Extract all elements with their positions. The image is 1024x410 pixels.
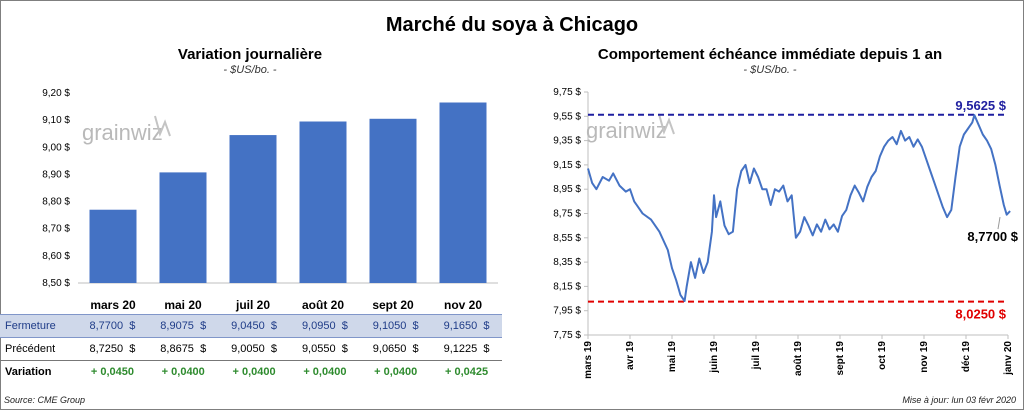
watermark-logo: grainwiz [586,113,675,143]
bar-category-label: nov 20 [444,298,482,312]
line-x-tick-label: mars 19 [583,341,594,379]
page-title: Marché du soya à Chicago [385,14,639,36]
bar-y-tick-label: 8,50 $ [42,278,70,289]
close-value: 8,7700 $ [77,314,148,338]
close-row: Fermeture 8,7700 $ 8,9075 $ 9,0450 $ 9,0… [0,314,502,338]
close-row-label: Fermeture [0,314,77,338]
close-value: 9,1050 $ [360,314,432,338]
previous-value: 9,0550 $ [301,343,348,355]
futures-table: Fermeture 8,7700 $ 8,9075 $ 9,0450 $ 9,0… [0,314,502,383]
bar-y-tick-label: 9,10 $ [42,115,70,126]
price-series-line [587,114,1011,302]
bar [229,135,277,283]
last-value-leader [997,216,1001,230]
previous-value: 9,1225 $ [443,343,490,355]
watermark-logo: grainwiz [82,115,171,145]
watermark-wheat [658,113,675,136]
change-value: + 0,0400 [289,360,361,383]
previous-value: 9,0050 $ [231,343,278,355]
line-x-tick-label: mai 19 [667,341,678,373]
line-x-tick-label: août 19 [793,341,804,376]
line-x-tick-label: nov 19 [919,341,930,373]
watermark-wheat [154,115,171,138]
bar-category-label: mai 20 [164,298,202,312]
bar-chart-unit: - $US/bo. - [223,64,277,76]
bar-chart-title: Variation journalière [177,46,323,63]
close-value: 8,9075 $ [147,314,219,338]
update-note: Mise à jour: lun 03 févr 2020 [902,395,1016,405]
line-y-tick-label: 8,95 $ [553,184,581,195]
line-x-tick-label: juin 19 [709,341,720,374]
bar [369,118,417,284]
line-y-tick-label: 9,35 $ [553,136,581,147]
bar-category-label: août 20 [302,298,344,312]
line-y-tick-label: 8,55 $ [553,233,581,244]
bar-chart: 8,50 $ 8,60 $ 8,70 $ 8,80 $ 8,90 $ 9,00 $ 9,10… [42,88,498,312]
change-value: + 0,0400 [218,360,290,383]
bar-category-label: mars 20 [90,298,136,312]
high-value-label: 9,5625 $ [955,98,1006,113]
previous-value: 8,7250 $ [89,343,136,355]
line-chart-title: Comportement échéance immédiate depuis 1… [597,46,943,63]
line-chart: 7,75 $ 7,95 $ 8,15 $ 8,35 $ 8,55 $ 8,75 $ 8,95… [553,87,1019,379]
previous-value: 8,8675 $ [160,343,207,355]
line-y-tick-label: 7,75 $ [553,330,581,341]
change-row-label: Variation [0,360,77,383]
bar-y-tick-label: 8,90 $ [42,169,70,180]
bar-y-tick-label: 8,70 $ [42,224,70,235]
line-y-tick-label: 8,35 $ [553,257,581,268]
change-value: + 0,0400 [360,360,432,383]
bar [299,121,347,283]
bar-y-tick-label: 8,80 $ [42,197,70,208]
low-value-label: 8,0250 $ [955,307,1006,322]
previous-value: 9,0650 $ [372,343,419,355]
bar-y-tick-label: 9,20 $ [42,88,70,99]
change-value: + 0,0400 [147,360,219,383]
last-value-label: 8,7700 $ [967,229,1018,244]
line-chart-unit: - $US/bo. - [743,64,797,76]
change-value: + 0,0425 [431,360,502,383]
previous-row: Précédent 8,7250 $ 8,8675 $ 9,0050 $ 9,0… [0,338,502,361]
bar [89,209,137,283]
line-y-tick-label: 9,55 $ [553,111,581,122]
line-x-tick-label: sept 19 [835,341,846,376]
line-x-tick-label: oct 19 [877,341,888,370]
line-y-tick-label: 8,75 $ [553,209,581,220]
close-value: 9,1650 $ [431,314,502,338]
source-note: Source: CME Group [4,395,86,405]
watermark-text: grainwiz [586,118,667,143]
bar-y-tick-label: 9,00 $ [42,142,70,153]
line-x-tick-label: juil 19 [751,341,762,371]
line-y-tick-label: 9,75 $ [553,87,581,98]
line-x-tick-label: déc 19 [961,341,972,373]
line-x-tick-label: janv 20 [1003,341,1014,376]
close-value: 9,0950 $ [289,314,361,338]
bar-y-tick-label: 8,60 $ [42,251,70,262]
line-y-tick-label: 7,95 $ [553,306,581,317]
bar [439,102,487,283]
bar-category-label: juil 20 [235,298,270,312]
change-value: + 0,0450 [77,360,148,383]
previous-row-label: Précédent [5,343,56,355]
line-y-tick-label: 8,15 $ [553,281,581,292]
bar-category-label: sept 20 [372,298,414,312]
change-row: Variation + 0,0450 + 0,0400 + 0,0400 + 0… [0,360,502,383]
close-value: 9,0450 $ [218,314,290,338]
line-y-tick-label: 9,15 $ [553,160,581,171]
watermark-text: grainwiz [82,120,163,145]
line-x-tick-label: avr 19 [625,341,636,370]
bar [159,172,207,283]
